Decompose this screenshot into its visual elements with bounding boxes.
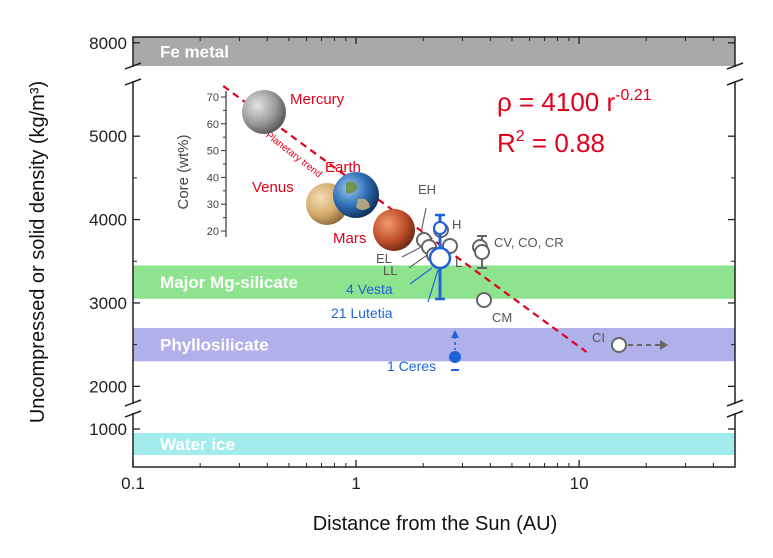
axis-break-gap — [125, 404, 141, 413]
earth-continent — [346, 181, 358, 194]
ceres-label: 1 Ceres — [387, 358, 436, 374]
earth-continent — [356, 198, 370, 210]
inset-tick-label: 40 — [207, 172, 219, 184]
meteorite-label-h: H — [452, 217, 461, 232]
meteorite-label-el: EL — [376, 251, 392, 266]
band-water-ice — [133, 433, 735, 455]
axis-break-mark — [726, 399, 744, 407]
axis-break-mark — [124, 62, 142, 70]
vesta-leader — [409, 267, 433, 285]
planet-label-earth: Earth — [325, 159, 361, 176]
inset-title: Core (wt%) — [175, 134, 192, 209]
band-label-water-ice: Water ice — [160, 435, 235, 454]
density-bands: Fe metal Major Mg-silicate Phyllosilicate W… — [133, 37, 735, 455]
planet-label-venus: Venus — [252, 179, 294, 196]
meteorite-label-eh: EH — [418, 182, 436, 197]
planet-label-mars: Mars — [333, 230, 366, 247]
x-tick-label: 10 — [570, 474, 589, 493]
x-tick-label: 1 — [351, 474, 360, 493]
ceres-point — [449, 351, 461, 363]
axis-break-gap — [125, 67, 141, 81]
fit-equation-rho: ρ = 4100 r-0.21 — [497, 87, 652, 117]
planet-earth — [333, 172, 379, 218]
planet-mercury — [242, 90, 286, 134]
band-fe-metal — [133, 37, 735, 66]
planet-mars — [373, 209, 415, 251]
y-tick-label: 2000 — [89, 377, 127, 396]
axis-break-mark — [124, 410, 142, 418]
axis-break-mark — [124, 399, 142, 407]
meteorite-label-l: L — [455, 255, 462, 270]
x-axis-label: Distance from the Sun (AU) — [313, 513, 558, 535]
y-tick-label: 4000 — [89, 211, 127, 230]
y-axis-label: Uncompressed or solid density (kg/m³) — [27, 81, 49, 423]
meteorite-label-cm: CM — [492, 310, 512, 325]
axis-break-mark — [726, 410, 744, 418]
inset-tick-label: 70 — [207, 92, 219, 104]
fit-line — [222, 85, 588, 353]
fit-equation-r2: R2 = 0.88 — [497, 128, 605, 158]
ci-arrow-head — [660, 340, 668, 350]
axis-break-gap — [727, 67, 743, 81]
inset-tick-label: 60 — [207, 119, 219, 131]
meteorite-point-ci — [611, 337, 627, 353]
y-tick-label: 1000 — [89, 420, 127, 439]
axis-break-mark — [726, 78, 744, 86]
x-tick-label: 0.1 — [121, 474, 145, 493]
ceres-arrow-head — [451, 330, 459, 338]
meteorite-point-cv-co-cr — [474, 244, 490, 260]
band-label-major-mg-silicate: Major Mg-silicate — [160, 273, 298, 292]
meteorite-label-ll: LL — [383, 263, 397, 278]
band-phyllosilicate — [133, 327, 735, 362]
lutetia-upper-point — [433, 221, 447, 235]
axes: 8000 5000 4000 3000 2000 1000 0.1 1 10 — [89, 34, 744, 493]
band-label-fe-metal: Fe metal — [160, 43, 229, 62]
meteorite-label-ci: CI — [592, 330, 605, 345]
y-tick-label: 5000 — [89, 127, 127, 146]
lutetia-label: 21 Lutetia — [331, 305, 393, 321]
y-tick-label: 3000 — [89, 294, 127, 313]
inset-tick-label: 30 — [207, 199, 219, 211]
plot-frame — [132, 36, 736, 468]
band-label-phyllosilicate: Phyllosilicate — [160, 336, 269, 355]
core-fraction-inset: 70 60 50 40 30 20 Core (wt%) — [175, 91, 227, 238]
meteorite-label-cv-co-cr: CV, CO, CR — [494, 235, 564, 250]
axis-break-gap — [727, 404, 743, 413]
inset-tick-label: 50 — [207, 146, 219, 158]
vesta-label: 4 Vesta — [346, 281, 393, 297]
inset-tick-label: 20 — [207, 226, 219, 238]
axis-break-mark — [124, 78, 142, 86]
y-tick-label: 8000 — [89, 34, 127, 53]
vesta-point — [428, 246, 452, 270]
lutetia-leader — [427, 269, 439, 303]
planet-label-mercury: Mercury — [290, 91, 345, 108]
meteorite-point-cm — [476, 292, 492, 308]
axis-break-mark — [726, 62, 744, 70]
